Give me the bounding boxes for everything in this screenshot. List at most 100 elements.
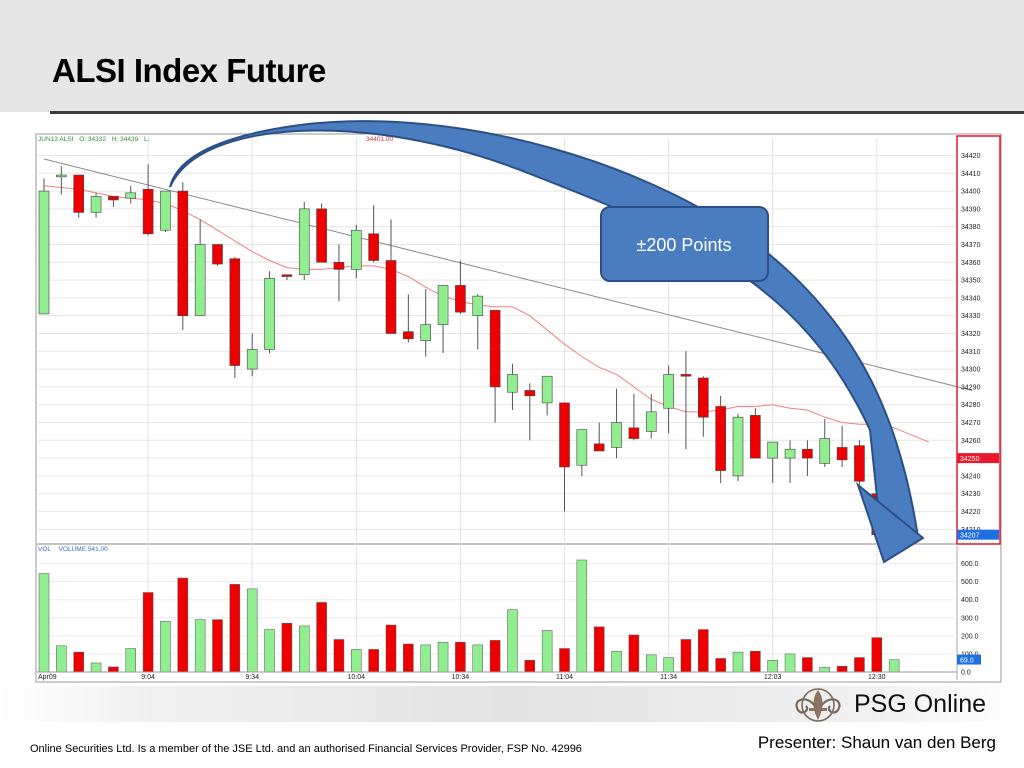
candle-body xyxy=(281,274,293,277)
candle xyxy=(576,429,588,476)
candle-body xyxy=(246,349,258,370)
candle xyxy=(784,440,796,484)
volume-bar xyxy=(420,644,431,673)
volume-bar xyxy=(663,657,674,673)
candle-body xyxy=(645,411,657,432)
candle-body xyxy=(316,208,327,263)
volume-bar xyxy=(177,577,189,673)
price-tick-label: 34350 xyxy=(961,278,981,285)
title-rule xyxy=(50,111,1024,114)
last-price-tag xyxy=(957,529,999,540)
price-panel xyxy=(38,158,973,535)
candle-body xyxy=(160,190,171,231)
price-tick-label: 34410 xyxy=(961,171,981,178)
candle xyxy=(645,394,657,439)
candle xyxy=(403,294,414,343)
candle-body xyxy=(177,190,189,316)
volume-bar xyxy=(524,660,536,673)
volume-bar xyxy=(489,640,501,673)
volume-bar xyxy=(715,658,726,673)
candle-body xyxy=(90,196,102,213)
candle xyxy=(316,203,327,263)
volume-tick-label: 500.0 xyxy=(961,579,979,586)
callout-label: ±200 Points xyxy=(637,235,732,255)
volume-panel xyxy=(38,559,900,673)
time-tick-label: 10:34 xyxy=(452,674,470,681)
volume-last-tag xyxy=(957,654,981,665)
volume-bar xyxy=(229,584,241,673)
volume-header: VOL VOLUME:541.00 xyxy=(38,546,108,553)
candle-body xyxy=(628,427,640,439)
candle-body xyxy=(576,429,588,466)
candle xyxy=(767,441,779,484)
candle-body xyxy=(854,445,865,482)
candle xyxy=(819,418,831,468)
footer-band xyxy=(0,686,1024,722)
candle-body xyxy=(663,374,674,409)
candle-body xyxy=(212,244,223,265)
price-tick-label: 34400 xyxy=(961,189,981,196)
candle xyxy=(194,219,206,316)
volume-bar xyxy=(160,621,171,673)
candle xyxy=(489,310,501,423)
volume-bar xyxy=(646,654,657,673)
candle xyxy=(507,363,518,411)
candle-body xyxy=(593,443,605,452)
header-band xyxy=(0,0,1024,112)
candle xyxy=(836,426,848,468)
candle xyxy=(73,174,84,218)
price-tick-label: 34220 xyxy=(961,509,981,516)
volume-bar xyxy=(108,666,119,673)
volume-bar xyxy=(264,629,275,673)
candle xyxy=(593,422,605,452)
candle-body xyxy=(541,375,553,404)
candle-body xyxy=(750,415,761,459)
volume-bar xyxy=(628,634,640,673)
price-header: JUN13 ALSI O: 34332 H: 34439 L: xyxy=(38,136,150,143)
candle xyxy=(628,394,640,441)
volume-bar xyxy=(437,641,449,673)
candle-body xyxy=(489,310,501,388)
candle xyxy=(108,196,119,208)
volume-bar xyxy=(385,624,397,673)
trend-line xyxy=(43,158,973,391)
candle xyxy=(802,440,813,476)
candle-body xyxy=(697,377,709,418)
current-price-tag xyxy=(957,453,999,464)
volume-bar xyxy=(611,650,622,673)
price-tick-label: 34280 xyxy=(961,402,981,409)
candle xyxy=(56,166,67,195)
volume-last-tag-label: 69.0 xyxy=(960,658,974,665)
volume-bar xyxy=(316,602,327,673)
candle-body xyxy=(73,174,84,213)
volume-bar xyxy=(593,626,605,673)
candle-body xyxy=(472,295,484,316)
candle xyxy=(715,395,726,484)
volume-bar xyxy=(90,662,102,673)
current-price-tag-label: 34250 xyxy=(960,456,980,463)
time-tick-label: 11:04 xyxy=(556,674,573,681)
candle-body xyxy=(507,374,518,393)
price-tick-label: 34320 xyxy=(961,331,981,338)
volume-bar xyxy=(507,609,518,673)
volume-bar xyxy=(281,622,293,673)
points-callout: ±200 Points xyxy=(600,206,769,282)
candle xyxy=(680,351,692,450)
candle xyxy=(732,413,744,482)
volume-tick-label: 400.0 xyxy=(961,597,979,604)
fleur-de-lis-icon xyxy=(795,688,841,722)
candle xyxy=(246,333,258,377)
candle-body xyxy=(819,438,831,464)
volume-bar xyxy=(750,650,761,673)
candle xyxy=(142,164,154,236)
candle-body xyxy=(385,260,397,334)
volume-bar xyxy=(854,657,865,673)
candle xyxy=(264,271,275,354)
candle xyxy=(212,244,223,266)
candle xyxy=(437,285,449,354)
price-axis-frame xyxy=(956,135,1001,545)
price-tick-label: 34240 xyxy=(961,473,981,480)
volume-bar xyxy=(802,657,813,673)
volume-bar xyxy=(541,630,553,673)
